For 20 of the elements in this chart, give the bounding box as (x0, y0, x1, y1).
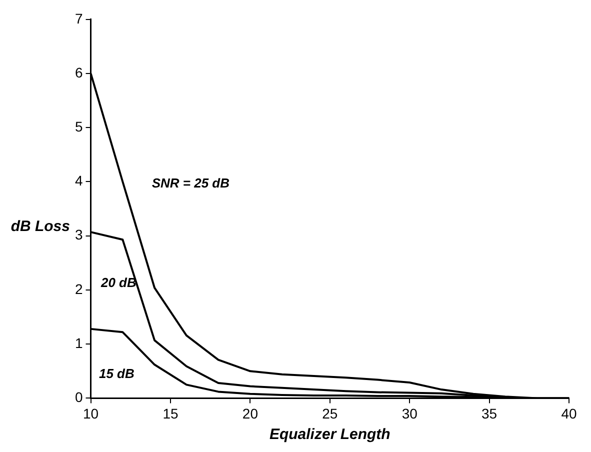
series-label: 20 dB (100, 275, 136, 290)
y-tick-label: 4 (74, 172, 83, 189)
x-tick-label: 40 (561, 405, 577, 422)
x-tick-label: 20 (242, 405, 258, 422)
series-label: 15 dB (98, 366, 134, 381)
y-tick-label: 7 (74, 10, 83, 26)
y-tick-label: 3 (74, 226, 83, 243)
y-tick-label: 6 (74, 64, 83, 80)
x-tick-label: 10 (82, 405, 99, 422)
y-tick-label: 0 (74, 389, 83, 406)
x-tick-label: 25 (322, 405, 338, 422)
x-tick-label: 15 (162, 405, 178, 422)
x-tick-label: 35 (482, 405, 498, 422)
series-label: SNR = 25 dB (152, 175, 230, 190)
y-tick-label: 5 (74, 118, 83, 134)
y-axis-title: dB Loss (10, 218, 71, 234)
x-axis-title: Equalizer Length (269, 426, 390, 444)
y-tick-label: 2 (74, 280, 83, 297)
x-tick-label: 30 (402, 405, 418, 422)
y-tick-label: 1 (74, 334, 83, 351)
